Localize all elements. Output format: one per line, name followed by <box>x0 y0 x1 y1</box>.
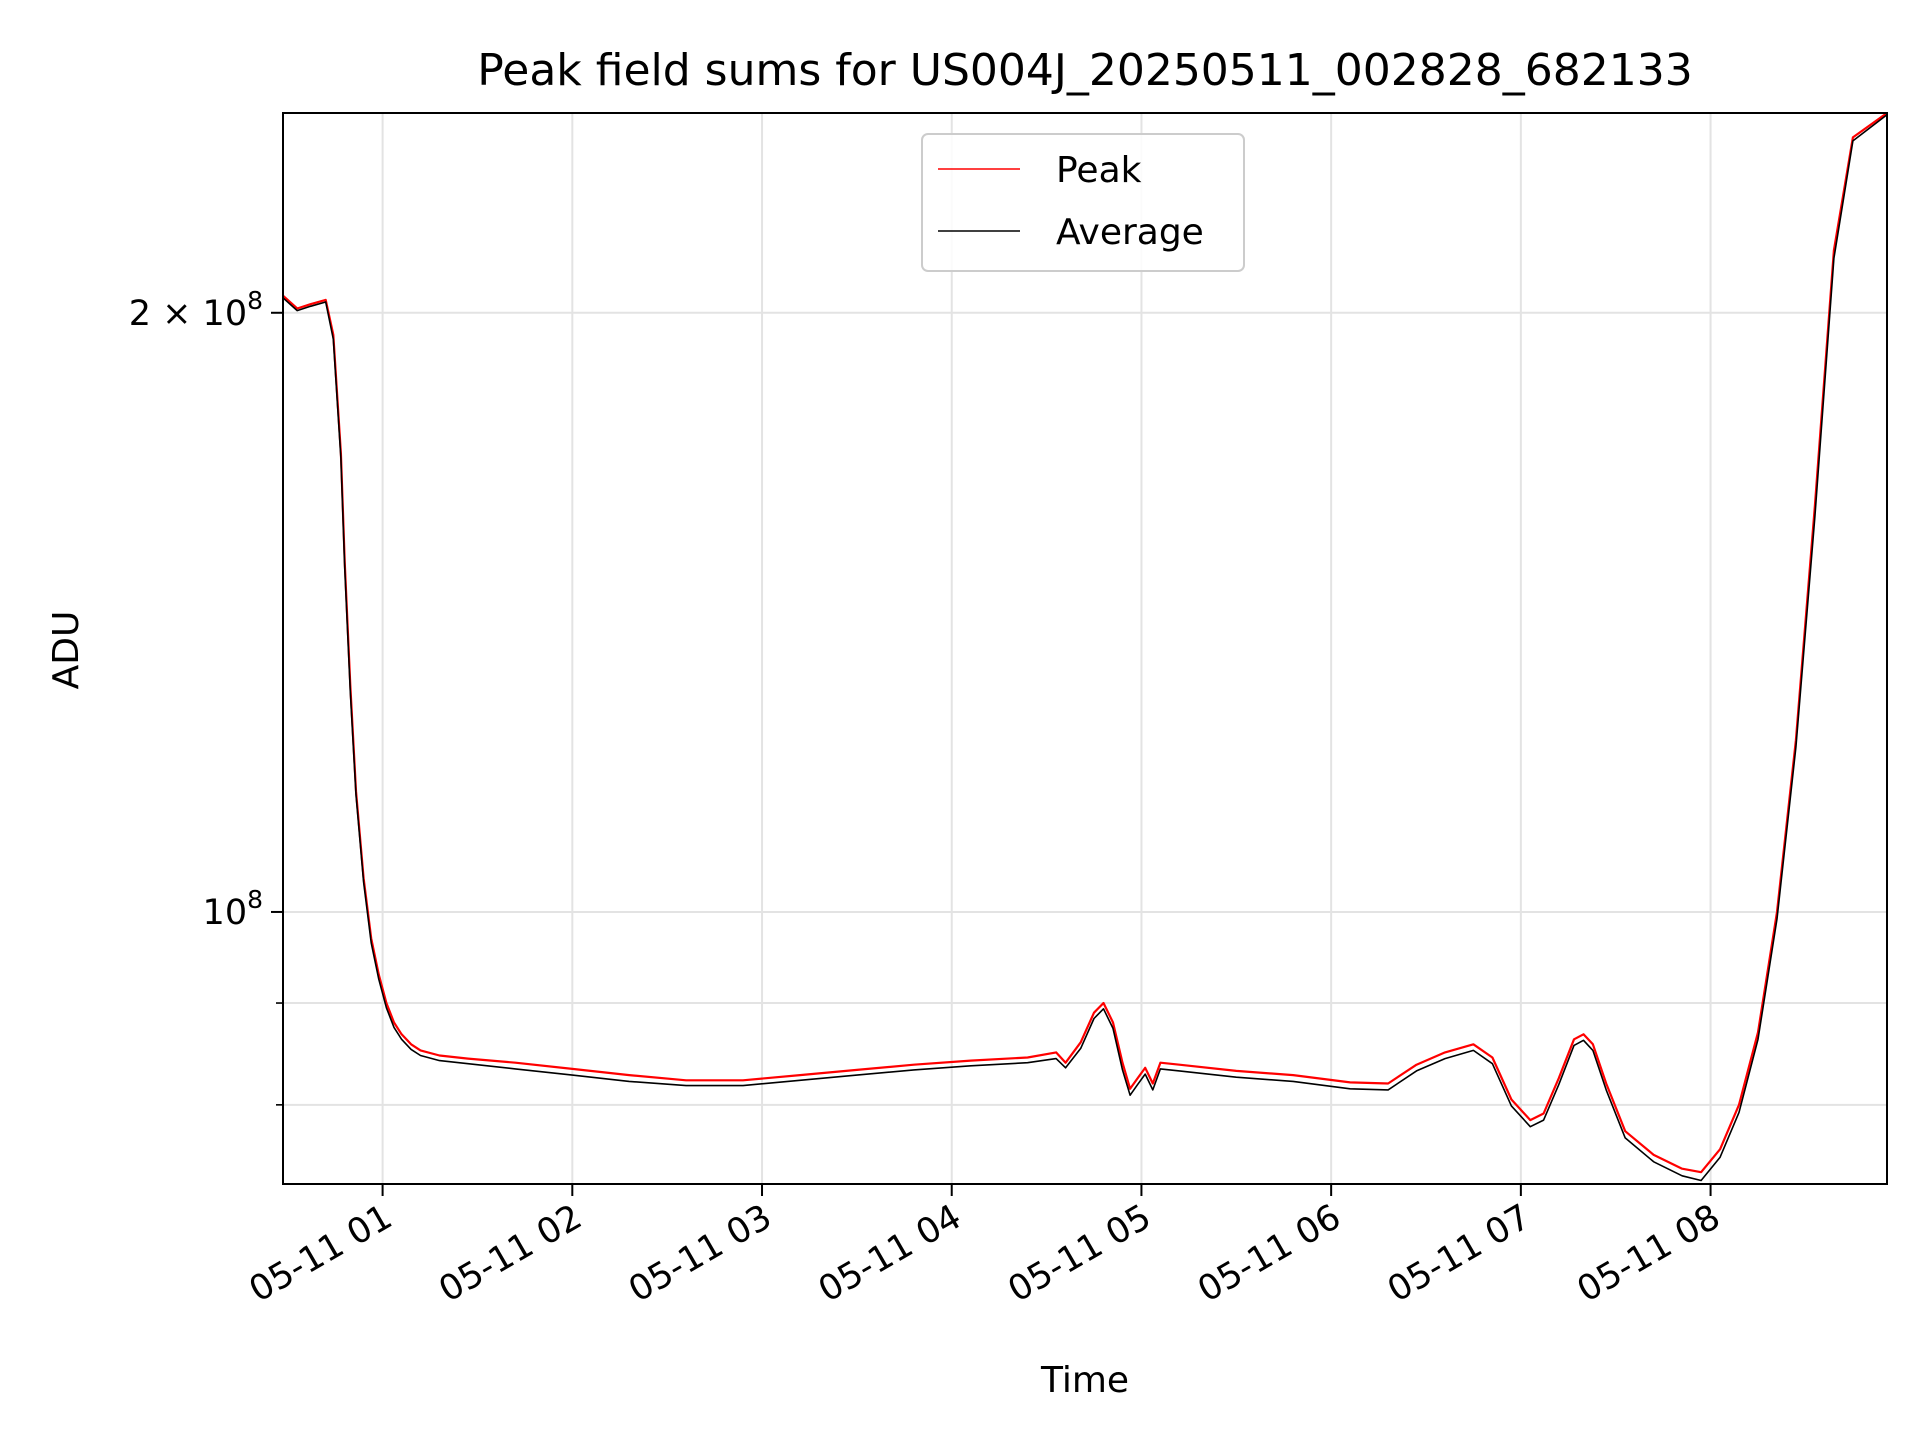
series-layer <box>283 113 1887 1182</box>
grid <box>283 113 1887 1184</box>
legend-box <box>921 133 1245 272</box>
legend-label-average: Average <box>1056 212 1204 253</box>
x-axis-label: Time <box>1040 1360 1129 1401</box>
legend-label-peak: Peak <box>1056 150 1142 191</box>
plot-area <box>283 113 1887 1182</box>
plot-frame <box>282 112 1888 1185</box>
y-axis-label: ADU <box>46 611 87 690</box>
y-tick-label: 108 <box>203 885 263 933</box>
series-line-peak <box>283 113 1887 1174</box>
series-line-average <box>283 114 1887 1182</box>
chart-title: Peak field sums for US004J_20250511_0028… <box>477 45 1692 96</box>
y-axis: 108 2 × 108 <box>129 286 283 1106</box>
legend: Peak Average <box>921 133 1245 272</box>
y-tick-label: 2 × 108 <box>129 286 263 334</box>
